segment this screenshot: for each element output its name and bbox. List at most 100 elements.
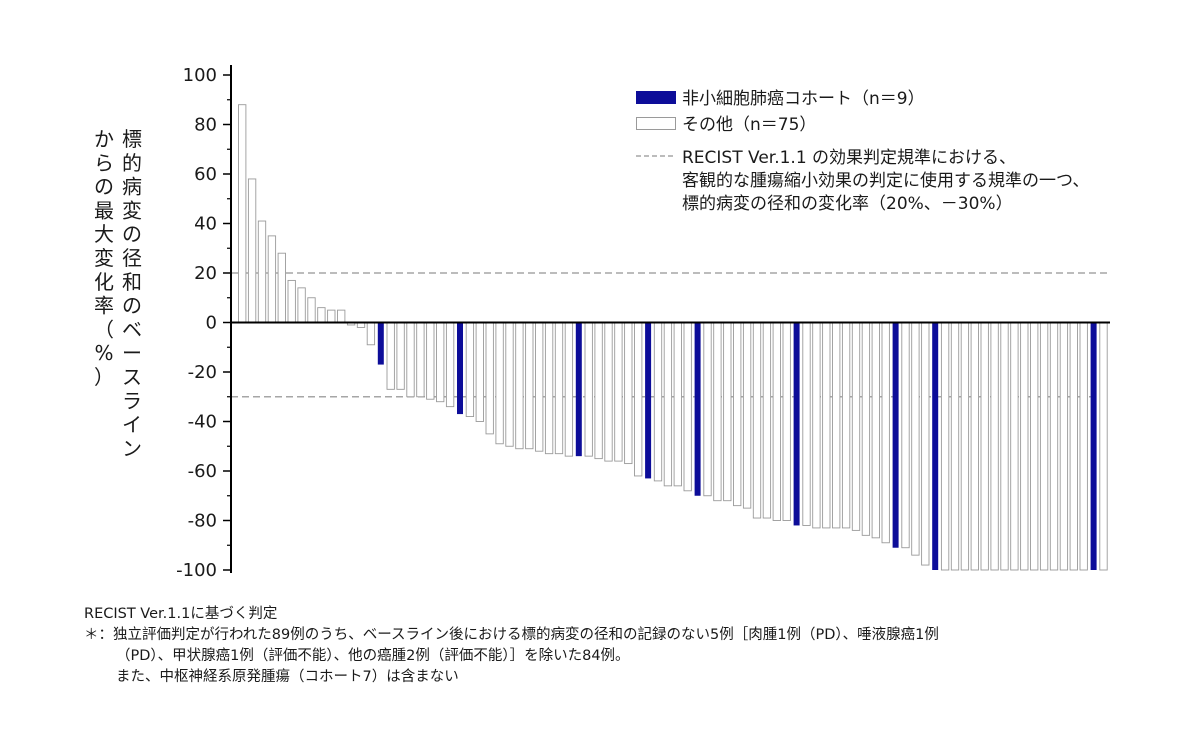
bar-other <box>554 322 564 455</box>
bar-other <box>1020 322 1029 571</box>
legend-swatch-other <box>636 117 676 130</box>
y-tick-label: 60 <box>194 164 217 185</box>
legend-refline-note-0: RECIST Ver.1.1 の効果判定規準における、 <box>682 148 1016 168</box>
bar-other <box>426 322 435 400</box>
bar-other <box>782 322 791 521</box>
legend-refline-note-2: 標的病変の径和の変化率（20%、－30%） <box>682 194 1013 214</box>
bar-other <box>921 322 930 566</box>
bar-other <box>980 322 989 571</box>
bar-other <box>871 322 880 539</box>
bars <box>238 104 1108 571</box>
bar-other <box>317 307 326 323</box>
y-tick-label: -100 <box>176 560 217 581</box>
bar-other <box>822 322 831 529</box>
legend-refline-note-1: 客観的な腫瘍縮小効果の判定に使用する規準の一つ、 <box>682 170 1089 191</box>
bar-other <box>723 322 732 502</box>
footnote-basis: RECIST Ver.1.1に基づく判定 <box>84 606 278 622</box>
y-axis-label-line-0: 標的病変の径和のベースライン <box>122 127 142 460</box>
bar-other <box>752 322 762 519</box>
legend-label-highlight: 非小細胞肺癌コホート（n＝9） <box>682 89 925 109</box>
bar-other <box>960 322 970 571</box>
bar-other <box>1000 322 1009 571</box>
bar-highlight <box>793 322 800 526</box>
bar-other <box>515 322 524 450</box>
bar-other <box>287 279 296 323</box>
bar-other <box>386 322 395 390</box>
bar-other <box>901 322 910 549</box>
bar-other <box>683 322 692 492</box>
bar-other <box>544 322 554 455</box>
bar-highlight <box>575 322 582 457</box>
bar-other <box>614 322 623 462</box>
bar-other <box>653 322 663 482</box>
bar-other <box>742 322 752 509</box>
y-tick-label: -80 <box>188 511 217 532</box>
bar-other <box>406 322 415 398</box>
y-tick-label: -60 <box>188 461 217 482</box>
bar-other <box>485 322 494 435</box>
bar-other <box>238 104 247 323</box>
bar-highlight <box>377 322 384 365</box>
bar-other <box>1039 322 1049 571</box>
y-tick-label: -20 <box>188 362 217 383</box>
bar-other <box>970 322 979 571</box>
bar-highlight <box>1090 322 1097 570</box>
bar-other <box>634 322 643 477</box>
bar-other <box>762 322 772 519</box>
bar-highlight <box>892 322 899 548</box>
bar-other <box>277 252 286 323</box>
bar-other <box>1049 322 1059 571</box>
bar-other <box>307 297 316 323</box>
bar-other <box>604 322 613 462</box>
bar-other <box>366 322 376 346</box>
y-tick-label: 0 <box>206 313 217 334</box>
bar-other <box>673 322 682 487</box>
bar-other <box>802 322 811 526</box>
legend: 非小細胞肺癌コホート（n＝9） その他（n＝75） RECIST Ver.1.1 の… <box>636 89 1089 214</box>
bar-highlight <box>457 322 463 415</box>
footnotes: RECIST Ver.1.1に基づく判定 ＊：独立評価判定が行われた89例のうち… <box>84 604 939 688</box>
footnote-asterisk-cont: （PD）、甲状腺癌1例（評価不能）、他の癌腫2例（評価不能）］を除いた84例。 <box>116 648 630 664</box>
bar-other <box>1069 322 1078 571</box>
footnote-exclusion: また、中枢神経系原発腫瘍（コホート7）は含まない <box>116 669 459 685</box>
bar-highlight <box>645 322 652 479</box>
bar-other <box>990 322 999 571</box>
bar-other <box>772 322 781 521</box>
bar-other <box>247 178 257 323</box>
bar-other <box>445 322 455 408</box>
bar-other <box>1079 322 1088 571</box>
bar-other <box>841 322 851 529</box>
bar-other <box>940 322 950 571</box>
bar-other <box>812 322 821 529</box>
y-axis: 100 80 60 40 20 0 -20 -40 -60 -80 -100 <box>176 65 1110 581</box>
y-axis-label-line-1: からの最大変化率（%） <box>94 127 114 389</box>
footnote-asterisk: ＊：独立評価判定が行われた89例のうち、ベースライン後における標的病変の径和の記… <box>84 627 939 643</box>
bar-other <box>832 322 841 529</box>
bar-other <box>297 287 306 323</box>
bar-other <box>733 322 742 507</box>
bar-other <box>535 322 544 452</box>
bar-other <box>594 322 603 460</box>
bar-other <box>465 322 475 418</box>
waterfall-chart: 100 80 60 40 20 0 -20 -40 -60 -80 -100 標的病変の径和のベース… <box>94 65 1110 581</box>
bar-other <box>1059 322 1069 571</box>
bar-other <box>584 322 593 457</box>
y-tick-label: -40 <box>188 412 217 433</box>
bar-other <box>713 322 722 502</box>
bar-other <box>950 322 960 571</box>
bar-highlight <box>694 322 701 496</box>
bar-other <box>327 309 336 323</box>
bar-other <box>1010 322 1019 571</box>
bar-other <box>703 322 712 497</box>
bar-other <box>495 322 504 445</box>
bar-other <box>663 322 673 487</box>
y-tick-label: 40 <box>194 214 217 235</box>
bar-other <box>525 322 534 450</box>
bar-other <box>564 322 574 457</box>
y-tick-label: 80 <box>194 115 217 136</box>
bar-other <box>257 220 267 323</box>
bar-other <box>624 322 633 465</box>
y-tick-label: 100 <box>183 65 217 86</box>
bar-other <box>436 322 445 403</box>
